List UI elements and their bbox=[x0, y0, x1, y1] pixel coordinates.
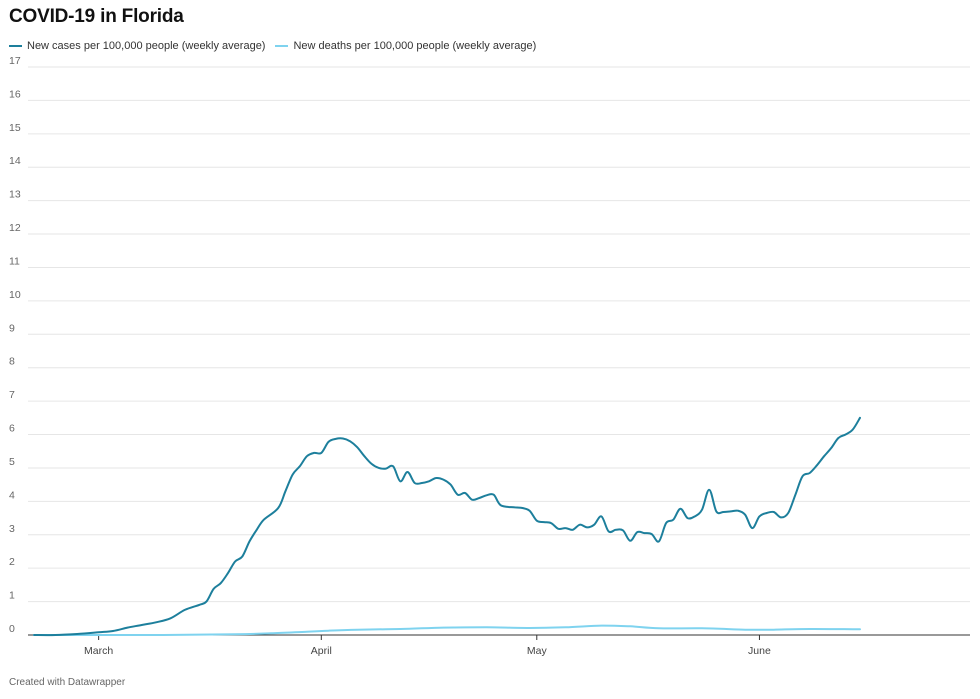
y-tick-label-6: 6 bbox=[9, 423, 15, 435]
legend-swatch-cases bbox=[9, 45, 22, 47]
chart-legend: New cases per 100,000 people (weekly ave… bbox=[9, 40, 546, 52]
y-tick-label-10: 10 bbox=[9, 289, 21, 301]
x-axis-ticks: March April May June bbox=[84, 635, 771, 657]
y-tick-label-5: 5 bbox=[9, 456, 15, 468]
x-tick-label-march: March bbox=[84, 645, 113, 657]
y-tick-label-8: 8 bbox=[9, 356, 15, 368]
y-tick-label-14: 14 bbox=[9, 155, 21, 167]
chart-title: COVID-19 in Florida bbox=[9, 6, 184, 27]
x-tick-label-april: April bbox=[311, 645, 332, 657]
legend-item-deaths: New deaths per 100,000 people (weekly av… bbox=[275, 40, 536, 52]
y-tick-label-0: 0 bbox=[9, 623, 15, 635]
y-tick-label-13: 13 bbox=[9, 189, 21, 201]
x-tick-label-june: June bbox=[748, 645, 771, 657]
y-tick-label-17: 17 bbox=[9, 55, 21, 67]
y-tick-label-2: 2 bbox=[9, 556, 15, 568]
legend-label-deaths: New deaths per 100,000 people (weekly av… bbox=[293, 40, 537, 52]
y-tick-label-1: 1 bbox=[9, 590, 15, 602]
y-tick-label-3: 3 bbox=[9, 523, 15, 535]
chart-footer-credit: Created with Datawrapper bbox=[9, 677, 126, 688]
series-lines bbox=[33, 416, 861, 637]
x-tick-label-may: May bbox=[527, 645, 548, 657]
legend-label-cases: New cases per 100,000 people (weekly ave… bbox=[27, 40, 266, 52]
grid-lines bbox=[28, 66, 970, 636]
y-tick-label-4: 4 bbox=[9, 489, 15, 501]
y-tick-label-12: 12 bbox=[9, 222, 21, 234]
legend-item-cases: New cases per 100,000 people (weekly ave… bbox=[9, 40, 265, 52]
series-line-new-deaths bbox=[33, 624, 861, 637]
series-line-new-cases bbox=[33, 416, 861, 637]
y-tick-label-16: 16 bbox=[9, 88, 21, 100]
y-tick-label-15: 15 bbox=[9, 122, 21, 134]
legend-swatch-deaths bbox=[275, 45, 289, 47]
y-tick-label-11: 11 bbox=[9, 255, 20, 267]
y-tick-label-9: 9 bbox=[9, 322, 15, 334]
y-tick-label-7: 7 bbox=[9, 389, 15, 401]
